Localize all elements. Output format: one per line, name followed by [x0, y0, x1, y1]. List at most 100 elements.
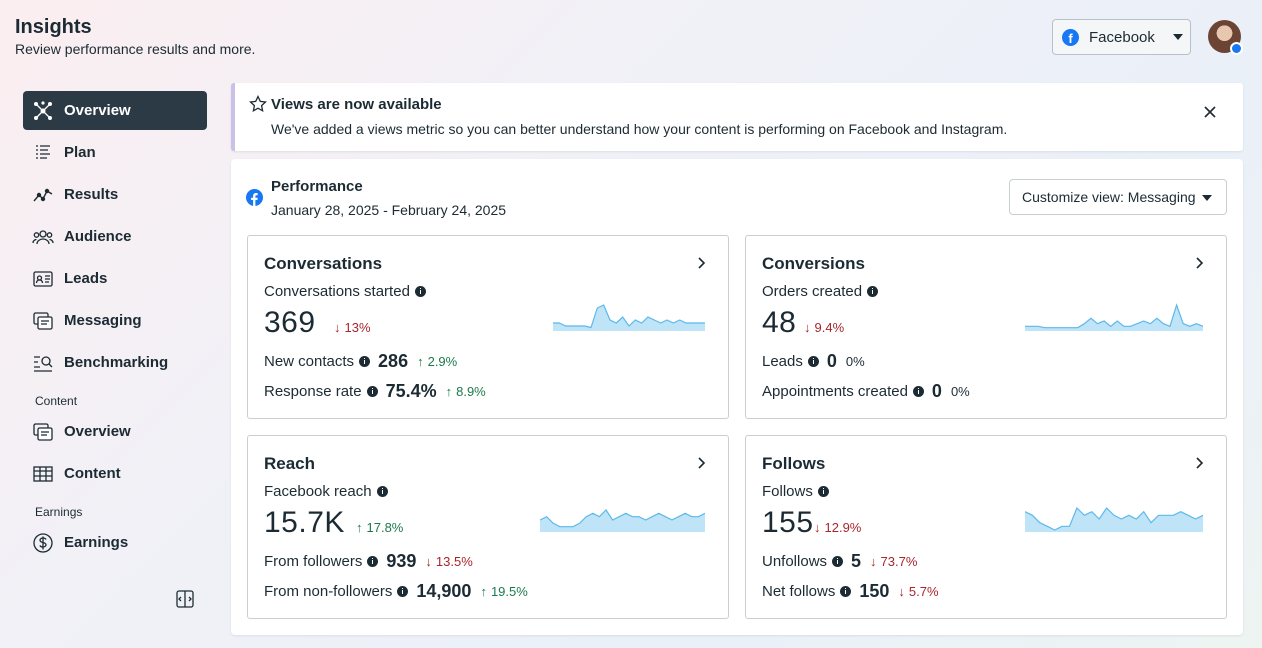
page-header: Insights Review performance results and …	[15, 15, 255, 57]
sidebar-item-content[interactable]: Content	[23, 454, 207, 493]
arrow-down-icon: ↓	[898, 584, 905, 599]
chevron-right-icon[interactable]	[696, 456, 706, 470]
avatar[interactable]	[1208, 20, 1243, 55]
views-banner: Views are now available We've added a vi…	[231, 83, 1243, 151]
metric-row: Appointments created 0 0%	[762, 381, 970, 401]
sidebar-item-overview[interactable]: Overview	[23, 91, 207, 130]
sparkline-line	[1025, 506, 1203, 531]
sidebar-item-leads[interactable]: Leads	[23, 259, 207, 298]
sidebar-item-label: Messaging	[64, 312, 142, 329]
sidebar-item-label: Content	[64, 465, 121, 482]
info-icon[interactable]	[817, 486, 829, 497]
performance-title: Performance	[271, 178, 363, 195]
metric-delta: ↓ 9.4%	[804, 320, 845, 335]
info-icon[interactable]	[366, 386, 378, 397]
card-title: Conversions	[762, 254, 865, 273]
sparkline	[540, 509, 705, 532]
content-section-label: Content	[35, 394, 78, 408]
earnings-section-label: Earnings	[35, 505, 83, 519]
sidebar-item-label: Plan	[64, 144, 96, 161]
follows-card[interactable]: Follows Follows 155 ↓ 12.9% Unfollows 5 ↓ 73…	[745, 435, 1227, 619]
leads-icon	[32, 268, 54, 290]
sparkline	[1025, 506, 1203, 532]
metric-delta: ↑ 17.8%	[356, 520, 404, 535]
sparkline-area	[1025, 508, 1203, 532]
info-icon[interactable]	[397, 586, 409, 597]
metric-value: 155	[762, 506, 814, 539]
metric-value: 369	[264, 306, 316, 339]
sidebar-item-audience[interactable]: Audience	[23, 217, 207, 256]
customize-view-label: Customize view: Messaging	[1022, 189, 1196, 205]
overview-icon	[32, 100, 54, 122]
metric-row: Unfollows 5 ↓ 73.7%	[762, 551, 918, 571]
metric-value: 15.7K	[264, 506, 345, 539]
info-icon[interactable]	[807, 356, 819, 367]
sparkline-area	[540, 510, 705, 532]
chevron-right-icon[interactable]	[696, 256, 706, 270]
metric-label: Follows	[762, 483, 829, 500]
sidebar-item-label: Overview	[64, 423, 131, 440]
sidebar-item-plan[interactable]: Plan	[23, 133, 207, 172]
banner-title: Views are now available	[271, 96, 442, 113]
info-icon[interactable]	[832, 556, 844, 567]
facebook-icon	[246, 189, 263, 211]
info-icon[interactable]	[840, 586, 852, 597]
card-title: Follows	[762, 454, 826, 473]
sidebar-item-results[interactable]: Results	[23, 175, 207, 214]
sparkline-line	[553, 304, 705, 329]
info-icon[interactable]	[367, 556, 379, 567]
chevron-right-icon[interactable]	[1194, 456, 1204, 470]
info-icon[interactable]	[912, 386, 924, 397]
sidebar-item-content-overview[interactable]: Overview	[23, 412, 207, 451]
account-select-label: Facebook	[1089, 28, 1155, 46]
conversations-card[interactable]: Conversations Conversations started 369 …	[247, 235, 729, 419]
page-subtitle: Review performance results and more.	[15, 41, 256, 57]
caret-down-icon	[1202, 195, 1212, 201]
arrow-up-icon: ↑	[445, 384, 453, 399]
metric-row: New contacts 286 ↑ 2.9%	[264, 351, 458, 371]
account-select[interactable]: f Facebook	[1052, 19, 1191, 55]
table-icon	[32, 463, 54, 485]
sidebar-item-label: Leads	[64, 270, 108, 287]
sidebar-item-label: Results	[64, 186, 119, 203]
info-icon[interactable]	[867, 286, 879, 297]
benchmarking-icon	[32, 352, 54, 374]
info-icon[interactable]	[376, 486, 388, 497]
star-icon	[249, 94, 267, 118]
facebook-badge-icon	[1230, 42, 1243, 55]
results-icon	[32, 184, 54, 206]
chevron-right-icon[interactable]	[1194, 256, 1204, 270]
sidebar-item-benchmarking[interactable]: Benchmarking	[23, 343, 207, 382]
sparkline	[553, 304, 705, 331]
arrow-up-icon: ↑	[356, 520, 363, 535]
sparkline-line	[540, 509, 705, 528]
conversions-card[interactable]: Conversions Orders created 48 ↓ 9.4% Lead…	[745, 235, 1227, 419]
metric-row: Response rate 75.4% ↑ 8.9%	[264, 381, 486, 401]
plan-icon	[32, 142, 54, 164]
sidebar-item-label: Audience	[64, 228, 132, 245]
sidebar-item-earnings[interactable]: Earnings	[23, 523, 207, 562]
performance-panel: Performance January 28, 2025 - February …	[231, 159, 1243, 635]
sparkline	[1025, 303, 1203, 331]
banner-description: We've added a views metric so you can be…	[271, 121, 1008, 137]
arrow-down-icon: ↓	[870, 554, 877, 569]
sparkline-area	[1025, 305, 1203, 331]
arrow-down-icon: ↓	[425, 554, 432, 569]
metric-label: Conversations started	[264, 283, 426, 300]
metric-row: Leads 0 0%	[762, 351, 865, 371]
collapse-sidebar-icon[interactable]	[175, 589, 195, 609]
metric-delta: ↓ 12.9%	[814, 520, 862, 535]
metric-row: From followers 939 ↓ 13.5%	[264, 551, 473, 571]
customize-view-select[interactable]: Customize view: Messaging	[1009, 179, 1227, 215]
sidebar: Overview Plan Results Audience Leads Mes…	[23, 91, 207, 608]
arrow-up-icon: ↑	[417, 354, 424, 369]
close-icon[interactable]	[1203, 105, 1217, 119]
arrow-down-icon: ↓	[804, 320, 811, 335]
metric-label: Orders created	[762, 283, 879, 300]
sidebar-item-messaging[interactable]: Messaging	[23, 301, 207, 340]
audience-icon	[32, 226, 54, 248]
info-icon[interactable]	[359, 356, 371, 367]
reach-card[interactable]: Reach Facebook reach 15.7K ↑ 17.8% From f…	[247, 435, 729, 619]
metric-row: From non-followers 14,900 ↑ 19.5%	[264, 581, 528, 601]
info-icon[interactable]	[414, 286, 426, 297]
